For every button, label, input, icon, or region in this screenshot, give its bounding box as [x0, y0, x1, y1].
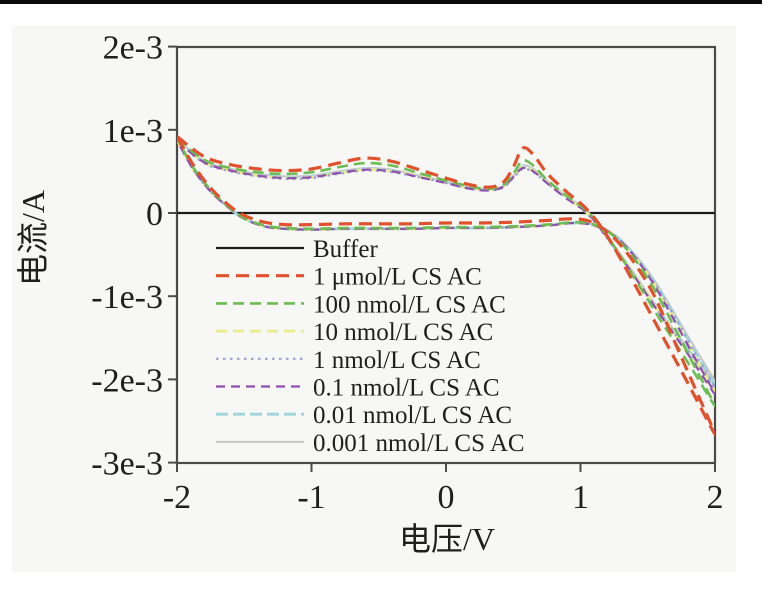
- scan-page-area: [12, 26, 736, 572]
- y-tick-label: 2e-3: [103, 30, 163, 67]
- y-tick-label: -3e-3: [91, 446, 163, 483]
- axis-ticks: 2e-3 1e-3 0 -1e-3 -2e-3 -3e-3-2 -1 0 1 2: [91, 30, 723, 516]
- y-tick-label: -1e-3: [91, 279, 163, 316]
- series-path-0.1-nmol-l-cs-ac: [177, 139, 715, 396]
- x-tick-label: -1: [297, 479, 325, 516]
- x-tick-label: 2: [707, 479, 724, 516]
- y-tick-label: 0: [146, 196, 163, 233]
- legend-label: Buffer: [313, 236, 378, 263]
- x-tick-label: 1: [572, 479, 589, 516]
- y-tick-label: 1e-3: [103, 113, 163, 150]
- legend-label: 0.001 nmol/L CS AC: [313, 430, 525, 457]
- legend-label: 0.1 nmol/L CS AC: [313, 375, 500, 402]
- x-axis-title: 电压/V: [399, 521, 495, 557]
- legend-label: 1 nmol/L CS AC: [313, 347, 481, 374]
- y-axis-title: 电流/A: [15, 190, 51, 286]
- legend-label: 1 μmol/L CS AC: [313, 264, 482, 291]
- y-tick-label: -2e-3: [91, 362, 163, 399]
- series-path-1-mol-l-cs-ac: [177, 135, 715, 436]
- legend-label: 0.01 nmol/L CS AC: [313, 402, 512, 429]
- legend-label: 100 nmol/L CS AC: [313, 291, 506, 318]
- series-path-100-nmol-l-cs-ac: [177, 137, 715, 408]
- x-tick-label: 0: [438, 479, 455, 516]
- x-tick-label: -2: [163, 479, 191, 516]
- legend-label: 10 nmol/L CS AC: [313, 319, 493, 346]
- series-curves: [177, 135, 715, 436]
- scan-border-top-bar: [0, 0, 762, 4]
